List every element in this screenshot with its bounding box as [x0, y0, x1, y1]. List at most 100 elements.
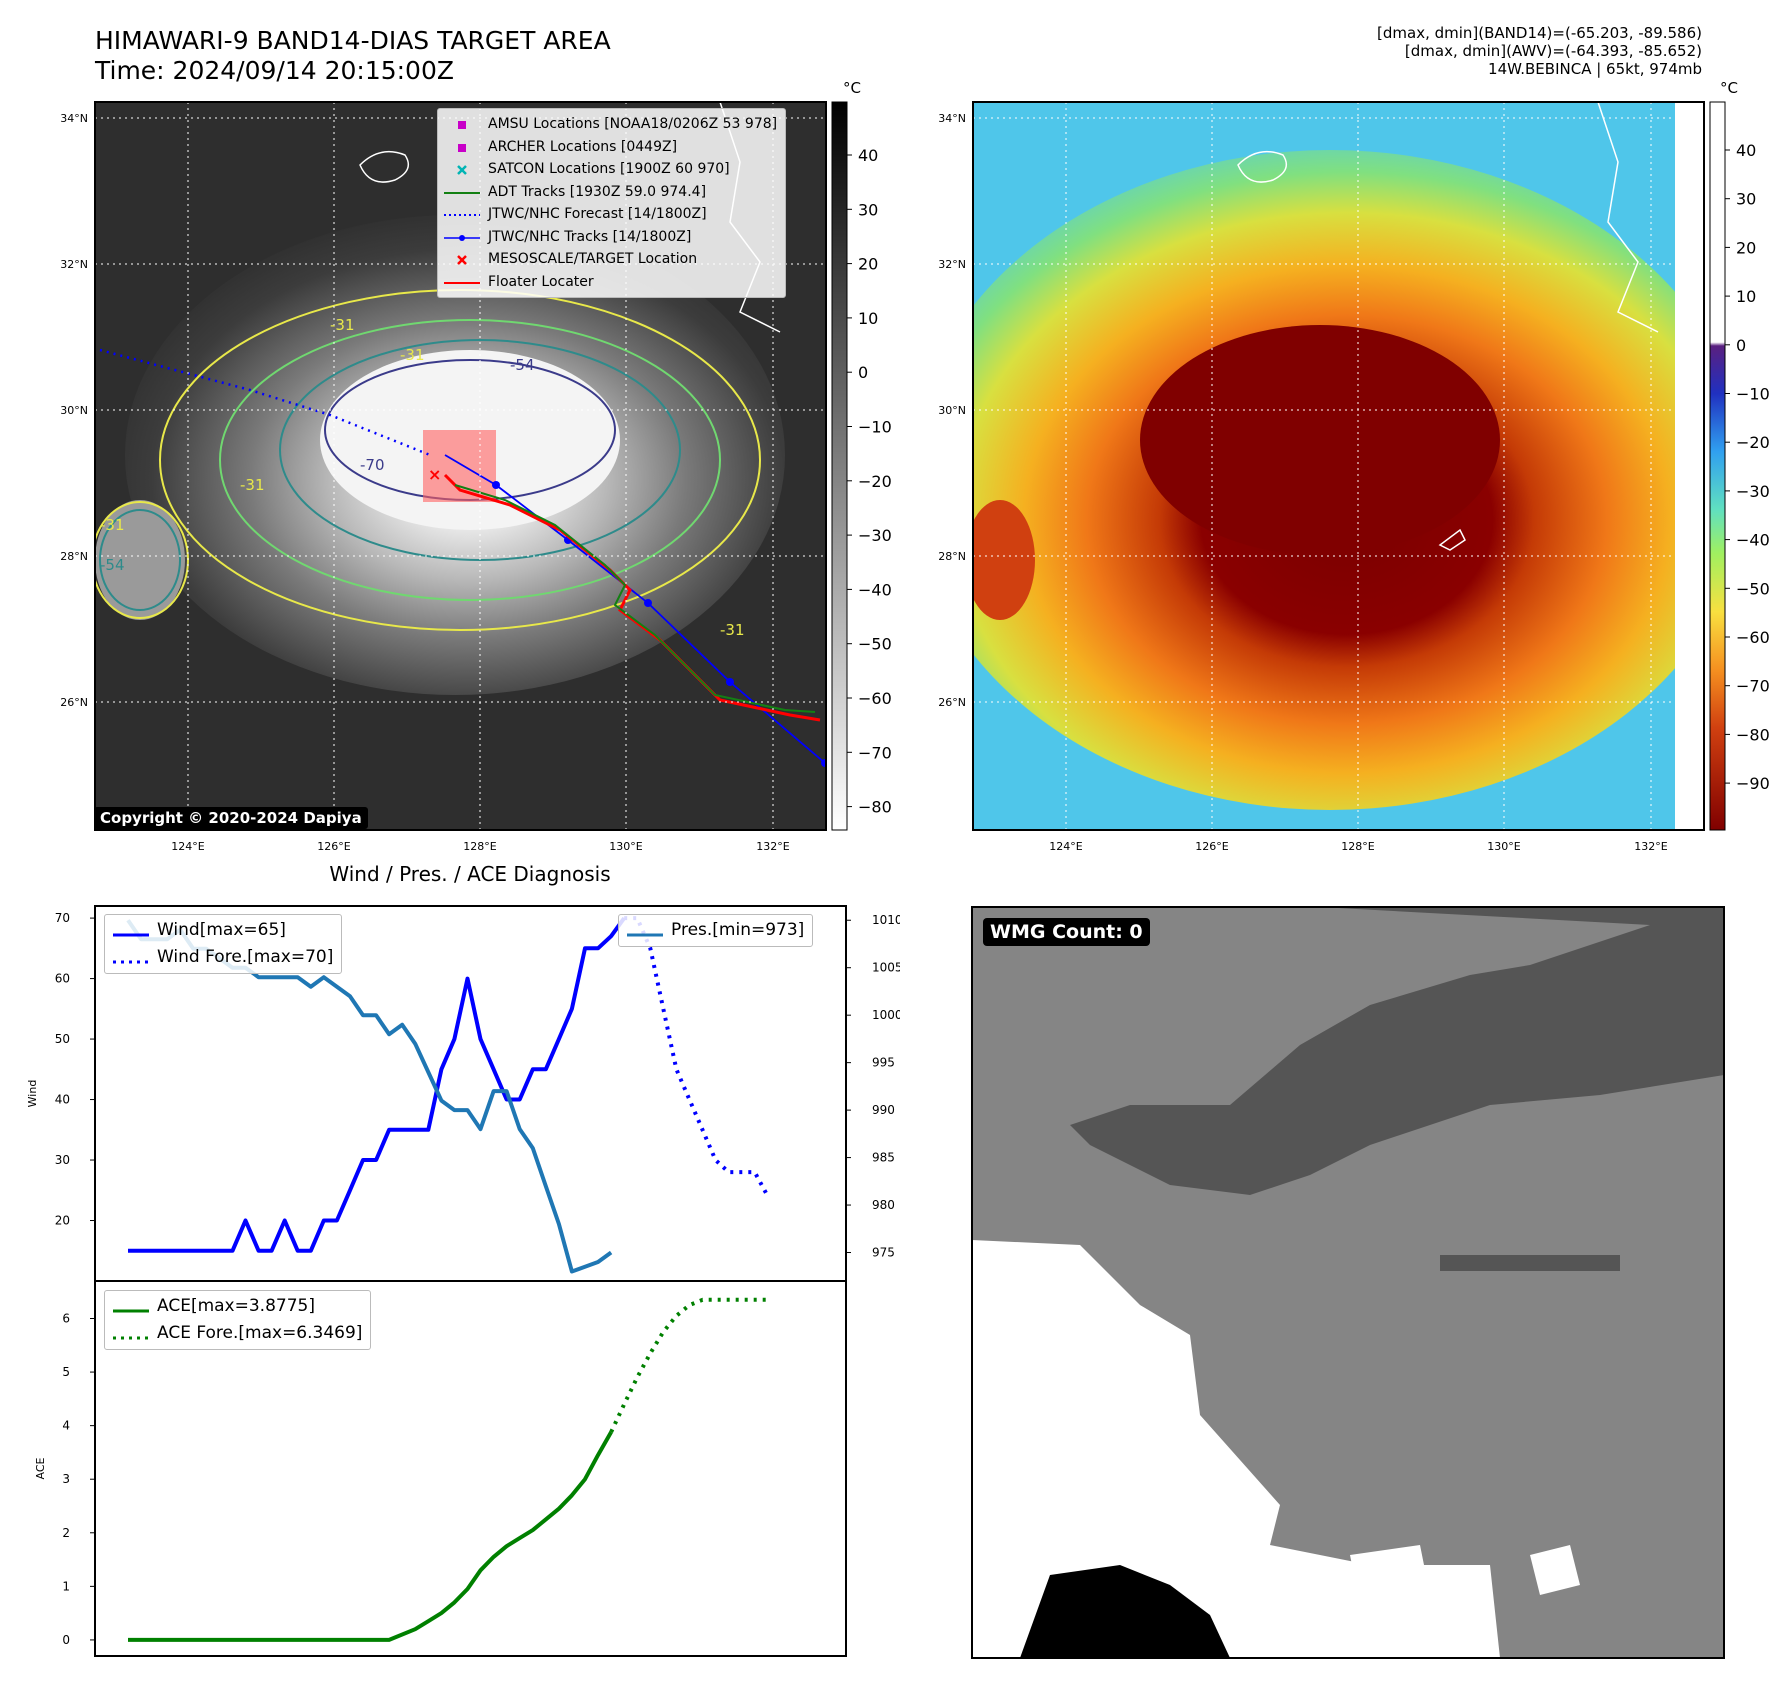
lon-label: 126°E — [317, 840, 350, 853]
black-region — [1020, 1565, 1230, 1658]
color-colorbar-tick: 30 — [1736, 190, 1756, 209]
color-colorbar-tick: −70 — [1736, 677, 1770, 696]
floater-track — [443, 473, 821, 722]
legend-entry: JTWC/NHC Tracks [14/1800Z] — [444, 226, 777, 249]
pressure-legend: Pres.[min=973] — [618, 914, 814, 947]
wmg-panel — [971, 906, 1725, 1659]
legend-label: Floater Locater — [488, 273, 594, 290]
pressure-tick-label: 990 — [872, 1103, 895, 1117]
contour-label: -54 — [100, 556, 125, 574]
gray-colorbar-tick: 40 — [858, 146, 878, 165]
legend-marker-icon — [444, 252, 480, 266]
pressure-tick-label: 995 — [872, 1056, 895, 1070]
legend-marker-icon — [444, 162, 480, 176]
ir-map-frame — [94, 101, 827, 831]
wind-tick-label: 30 — [55, 1153, 70, 1167]
lon-label: 126°E — [1195, 840, 1228, 853]
wind-tick-label: 20 — [55, 1214, 70, 1228]
color-colorbar — [1709, 101, 1726, 831]
legend-marker-icon — [444, 275, 480, 289]
color-colorbar-tick: −30 — [1736, 482, 1770, 501]
ace-tick-label: 3 — [62, 1472, 70, 1486]
lon-label: 130°E — [609, 840, 642, 853]
legend-label: ADT Tracks [1930Z 59.0 974.4] — [488, 183, 707, 200]
legend-entry: JTWC/NHC Forecast [14/1800Z] — [444, 203, 777, 226]
ace-legend: ACE[max=3.8775] ACE Fore.[max=6.3469] — [104, 1290, 372, 1350]
ace-tick-label: 6 — [62, 1312, 70, 1326]
legend-entry: Floater Locater — [444, 271, 777, 294]
legend-marker-icon — [444, 207, 480, 221]
series-line-4 — [609, 1297, 768, 1433]
diagnosis-axes: 20 30 40 50 60 70 975 980 985 990 995 1000 1005 1010 0… — [26, 911, 900, 1647]
legend-dotted-blue-icon — [113, 951, 149, 965]
awv-lon-labels: 124°E 126°E 128°E 130°E 132°E — [1049, 840, 1667, 853]
pressure-legend-label: Pres.[min=973] — [671, 920, 805, 940]
legend-label: ARCHER Locations [0449Z] — [488, 138, 678, 155]
contour-label: -31 — [330, 316, 355, 334]
gray-colorbar — [831, 101, 848, 831]
color-colorbar-tick: −60 — [1736, 628, 1770, 647]
legend-solid-blue-icon — [113, 924, 149, 938]
lon-label: 130°E — [1487, 840, 1520, 853]
lat-label: 26°N — [938, 696, 966, 709]
color-colorbar-tick: −10 — [1736, 385, 1770, 404]
awv-map-frame — [972, 101, 1705, 831]
jtwc-forecast-track — [99, 348, 431, 457]
ir-lon-labels: 124°E 126°E 128°E 130°E 132°E — [171, 840, 789, 853]
gray-colorbar-tick: −80 — [858, 798, 892, 817]
wind-tick-label: 70 — [55, 911, 70, 925]
contour-label: -54 — [510, 356, 535, 374]
ace-axis-label: ACE — [34, 1457, 47, 1479]
legend-label: JTWC/NHC Forecast [14/1800Z] — [488, 206, 707, 222]
gray-colorbar-tick: −40 — [858, 580, 892, 599]
lat-label: 28°N — [60, 550, 88, 563]
wind-tick-label: 60 — [55, 972, 70, 986]
diagnosis-title: Wind / Pres. / ACE Diagnosis — [329, 862, 611, 886]
dark-gray-region — [1070, 907, 1724, 1195]
color-colorbar-tick: 40 — [1736, 141, 1756, 160]
ace-series-group — [128, 1297, 768, 1642]
legend-label: JTWC/NHC Tracks [14/1800Z] — [488, 228, 692, 245]
series-line-1 — [624, 916, 770, 1198]
jtwc-track — [444, 454, 826, 764]
gray-colorbar-ticks: 40 30 20 10 0 −10 −20 −30 −40 −50 −60 −70 −80 — [847, 146, 892, 817]
pressure-tick-label: 1010 — [872, 913, 900, 927]
wind-tick-label: 40 — [55, 1093, 70, 1107]
legend-marker-icon — [444, 185, 480, 199]
lon-label: 132°E — [756, 840, 789, 853]
legend-entry: SATCON Locations [1900Z 60 970] — [444, 158, 777, 181]
gray-colorbar-tick: 0 — [858, 363, 868, 382]
ace-tick-label: 5 — [62, 1365, 70, 1379]
color-colorbar-tick: 20 — [1736, 238, 1756, 257]
awv-map-panel: 34°N 32°N 30°N 28°N 26°N 124°E 126°E 128… — [938, 79, 1770, 853]
wind-legend: Wind[max=65] Wind Fore.[max=70] — [104, 914, 343, 974]
figure-title-line1: HIMAWARI-9 BAND14-DIAS TARGET AREA — [95, 26, 611, 55]
white-region — [972, 1240, 1500, 1658]
storm-info: 14W.BEBINCA | 65kt, 974mb — [1488, 60, 1702, 78]
color-colorbar-tick: 10 — [1736, 287, 1756, 306]
wind-fore-legend-label: Wind Fore.[max=70] — [157, 947, 334, 967]
wind-legend-label: Wind[max=65] — [157, 920, 286, 940]
pressure-tick-label: 980 — [872, 1198, 895, 1212]
wind-tick-label: 50 — [55, 1032, 70, 1046]
legend-marker-icon — [444, 230, 480, 244]
ace-tick-label: 1 — [62, 1579, 70, 1593]
legend-label: MESOSCALE/TARGET Location — [488, 251, 698, 267]
gray-colorbar-tick: −20 — [858, 472, 892, 491]
dmax-awv: [dmax, dmin](AWV)=(-64.393, -85.652) — [1404, 42, 1702, 60]
ir-map-legend: AMSU Locations [NOAA18/0206Z 53 978] ARCH… — [437, 108, 787, 298]
ace-tick-label: 4 — [62, 1419, 70, 1433]
pressure-tick-label: 1005 — [872, 961, 900, 975]
legend-marker-icon — [444, 140, 480, 154]
gray-colorbar-tick: −10 — [858, 418, 892, 437]
legend-solid-steelblue-icon — [627, 924, 663, 938]
pressure-tick-label: 975 — [872, 1246, 895, 1260]
legend-label: SATCON Locations [1900Z 60 970] — [488, 161, 730, 177]
gray-colorbar-tick: 20 — [858, 255, 878, 274]
contour-green — [219, 319, 721, 601]
figure-title-line2: Time: 2024/09/14 20:15:00Z — [95, 56, 454, 85]
series-line-0 — [128, 916, 626, 1253]
pressure-tick-label: 985 — [872, 1151, 895, 1165]
color-colorbar-tick: −50 — [1736, 579, 1770, 598]
gray-colorbar-unit: °C — [843, 79, 861, 97]
